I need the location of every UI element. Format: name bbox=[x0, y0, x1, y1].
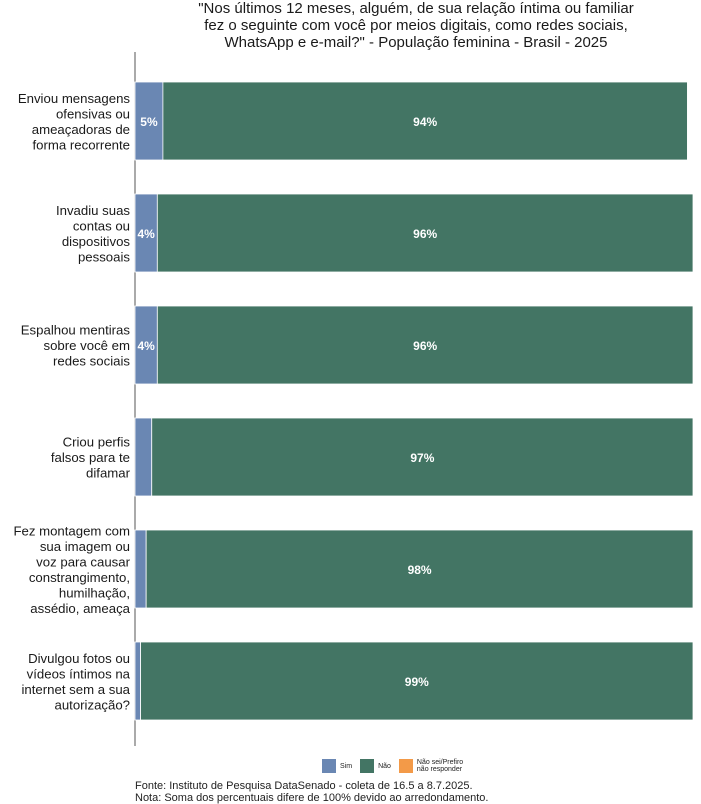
data-label-1-0: 94% bbox=[413, 115, 437, 129]
legend-swatch-nao bbox=[360, 759, 375, 773]
category-label-5-2: internet sem a sua bbox=[22, 682, 131, 697]
legend-label-nao: Não bbox=[378, 762, 391, 770]
bar-n-o-5 bbox=[140, 641, 694, 721]
chart-footer: Fonte: Instituto de Pesquisa DataSenado … bbox=[135, 780, 488, 804]
category-label-4-2: voz para causar bbox=[36, 554, 130, 569]
title-line-1: "Nos últimos 12 meses, alguém, de sua re… bbox=[198, 0, 634, 17]
category-label-4-5: assédio, ameaça bbox=[30, 601, 130, 616]
legend-swatch-ns bbox=[398, 759, 413, 773]
bar-sim-3 bbox=[134, 417, 153, 497]
note-text: Nota: Soma dos percentuais difere de 100… bbox=[135, 792, 489, 804]
legend-item-ns: Não sei/Prefiro não responder bbox=[398, 759, 477, 773]
category-label-4-0: Fez montagem com bbox=[13, 523, 130, 538]
bar-n-o-4 bbox=[145, 529, 694, 609]
legend-label-sim: Sim bbox=[340, 762, 353, 770]
bar-n-o-3 bbox=[151, 417, 694, 497]
source-text: Fonte: Instituto de Pesquisa DataSenado … bbox=[135, 780, 473, 792]
category-label-3-1: falsos para te bbox=[51, 450, 130, 465]
legend-label-ns-line1: Não sei/Prefiro bbox=[416, 759, 464, 766]
bar-sim-5 bbox=[134, 641, 141, 721]
category-label-1-2: dispositivos bbox=[62, 234, 131, 249]
category-label-2-2: redes sociais bbox=[53, 354, 130, 369]
chart-legend: Sim Não Não sei/Prefiro não responder bbox=[322, 758, 485, 774]
bar-sim-4 bbox=[134, 529, 147, 609]
category-label-3-2: difamar bbox=[86, 466, 131, 481]
legend-item-nao: Não bbox=[360, 759, 391, 773]
bar-n-o-1 bbox=[156, 193, 694, 273]
category-label-4-1: sua imagem ou bbox=[40, 539, 130, 554]
legend-label-ns-line2: não responder bbox=[416, 766, 463, 773]
category-label-4-3: constrangimento, bbox=[29, 570, 130, 585]
data-label-0-0: 5% bbox=[140, 115, 158, 129]
bar-n-o-2 bbox=[156, 305, 694, 385]
category-label-3-0: Criou perfis bbox=[63, 435, 131, 450]
category-label-0-0: Enviou mensagens bbox=[18, 91, 131, 106]
legend-label-ns: Não sei/Prefiro não responder bbox=[417, 759, 477, 773]
data-label-1-1: 96% bbox=[413, 227, 437, 241]
bar-sim-0 bbox=[134, 81, 164, 161]
category-label-2-1: sobre você em bbox=[44, 338, 131, 353]
category-label-4-4: humilhação, bbox=[59, 585, 130, 600]
data-label-0-1: 4% bbox=[137, 227, 155, 241]
bar-n-o-0 bbox=[162, 81, 688, 161]
data-label-1-4: 98% bbox=[408, 563, 432, 577]
legend-item-sim: Sim bbox=[322, 759, 352, 773]
title-line-3: WhatsApp e e-mail?" - População feminina… bbox=[224, 34, 608, 51]
category-label-1-1: contas ou bbox=[73, 218, 130, 233]
title-line-2: fez o seguinte com você por meios digita… bbox=[204, 17, 628, 34]
data-label-1-2: 96% bbox=[413, 339, 437, 353]
category-label-0-3: forma recorrente bbox=[33, 137, 130, 152]
data-label-1-5: 99% bbox=[405, 675, 429, 689]
category-label-0-1: ofensivas ou bbox=[56, 106, 130, 121]
category-label-1-3: pessoais bbox=[78, 249, 130, 264]
data-label-0-2: 4% bbox=[137, 339, 155, 353]
legend-swatch-sim bbox=[322, 759, 336, 773]
category-label-5-0: Divulgou fotos ou bbox=[28, 651, 130, 666]
category-label-2-0: Espalhou mentiras bbox=[21, 323, 131, 338]
chart-title: "Nos últimos 12 meses, alguém, de sua re… bbox=[140, 0, 692, 51]
category-label-1-0: Invadiu suas bbox=[56, 203, 130, 218]
category-label-5-1: vídeos íntimos na bbox=[27, 666, 131, 681]
data-label-1-3: 97% bbox=[410, 451, 434, 465]
category-label-0-2: ameaçadoras de bbox=[32, 122, 130, 137]
category-label-5-3: autorização? bbox=[54, 697, 130, 712]
